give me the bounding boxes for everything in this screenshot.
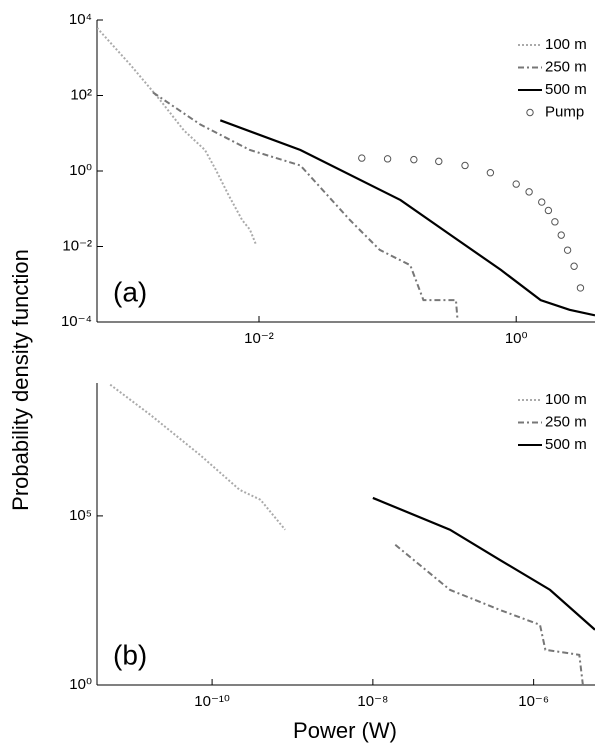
marker xyxy=(551,218,559,226)
series-line xyxy=(152,91,459,321)
marker xyxy=(563,246,572,254)
legend-label: 500 m xyxy=(545,436,587,453)
panel-label: (a) xyxy=(113,276,147,307)
legend-label: 100 m xyxy=(545,36,587,53)
series-line xyxy=(394,544,584,686)
marker xyxy=(557,231,565,239)
x-tick-label: 10⁰ xyxy=(505,330,528,347)
plot-area xyxy=(109,383,595,686)
plot-area xyxy=(97,27,595,321)
series-line xyxy=(219,119,595,317)
x-tick-label: 10⁻² xyxy=(244,330,274,347)
y-axis-label: Probability density function xyxy=(8,249,33,511)
marker xyxy=(410,155,418,164)
marker xyxy=(383,155,392,163)
panel-label: (b) xyxy=(113,639,147,670)
legend-label: 100 m xyxy=(545,391,587,408)
legend-label: 500 m xyxy=(545,81,587,98)
y-tick-label: 10⁻² xyxy=(62,237,92,254)
legend-marker xyxy=(526,108,534,117)
marker xyxy=(570,262,578,270)
marker xyxy=(576,284,585,292)
x-tick-label: 10⁻⁶ xyxy=(518,693,549,710)
marker xyxy=(486,169,495,177)
x-tick-label: 10⁻⁸ xyxy=(357,693,388,710)
series-line xyxy=(97,27,258,246)
x-tick-label: 10⁻¹⁰ xyxy=(194,693,230,710)
series-line xyxy=(109,383,286,531)
y-tick-label: 10⁻⁴ xyxy=(61,313,92,330)
marker xyxy=(544,206,553,215)
marker xyxy=(461,161,469,170)
y-tick-label: 10⁴ xyxy=(69,11,92,28)
marker xyxy=(358,154,366,162)
legend-label: 250 m xyxy=(545,413,587,430)
marker xyxy=(435,157,443,166)
y-tick-label: 10⁰ xyxy=(69,676,92,693)
y-tick-label: 10² xyxy=(70,86,92,103)
y-tick-label: 10⁵ xyxy=(69,507,92,524)
legend-label: Pump xyxy=(545,103,584,120)
marker xyxy=(538,198,546,206)
x-axis-label: Power (W) xyxy=(293,718,397,743)
legend-label: 250 m xyxy=(545,58,587,75)
marker xyxy=(525,188,533,196)
marker xyxy=(512,180,520,188)
y-tick-label: 10⁰ xyxy=(69,162,92,179)
series-line xyxy=(372,496,595,631)
